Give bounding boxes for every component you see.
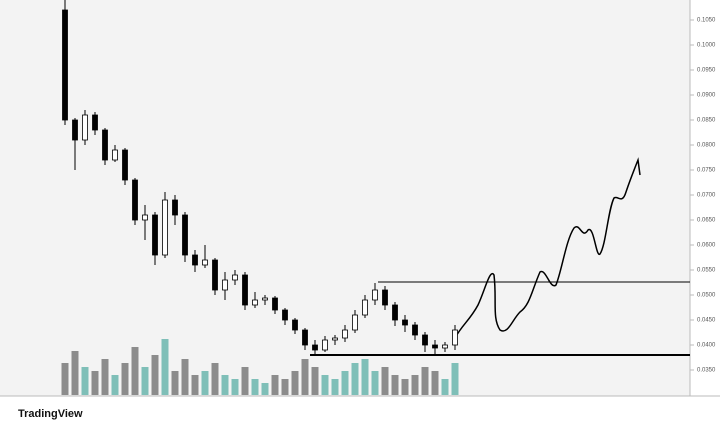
candle-body xyxy=(392,304,398,321)
candle-body xyxy=(332,337,338,341)
candle-body xyxy=(402,319,408,326)
candle-body xyxy=(422,334,428,346)
y-tick-label: 0.0900 xyxy=(697,93,716,99)
candle-body xyxy=(142,214,148,221)
forecast-drawing xyxy=(454,157,641,339)
candle-body xyxy=(202,259,208,266)
candle-body xyxy=(452,329,458,346)
y-tick-label: 0.0550 xyxy=(697,268,716,274)
candle-body xyxy=(232,274,238,281)
y-tick-label: 0.0450 xyxy=(697,318,716,324)
candle-body xyxy=(382,289,388,306)
volume-bar xyxy=(231,379,239,395)
candle-body xyxy=(372,289,378,301)
volume-bar xyxy=(401,379,409,395)
candle-body xyxy=(62,9,68,121)
volume-bar xyxy=(291,371,299,395)
candle-body xyxy=(322,339,328,351)
volume-bar xyxy=(81,367,89,395)
candle-body xyxy=(272,297,278,311)
volume-bar xyxy=(131,347,139,395)
volume-bar xyxy=(361,359,369,395)
volume-bar xyxy=(251,379,259,395)
volume-bar xyxy=(171,371,179,395)
volume-bar xyxy=(431,371,439,395)
candle-body xyxy=(312,344,318,351)
volume-bar xyxy=(311,367,319,395)
volume-bar xyxy=(71,351,79,395)
volume-bar xyxy=(111,375,119,395)
candle-body xyxy=(222,279,228,291)
volume-bar xyxy=(441,379,449,395)
candle-body xyxy=(282,309,288,321)
volume-bar xyxy=(411,375,419,395)
volume-bar xyxy=(61,363,69,395)
volume-bar xyxy=(301,359,309,395)
candle-body xyxy=(122,149,128,181)
volume-bar xyxy=(271,375,279,395)
volume-bar xyxy=(121,363,129,395)
y-tick-label: 0.1050 xyxy=(697,18,716,24)
candle-body xyxy=(262,297,268,301)
volume-bar xyxy=(151,355,159,395)
candle-body xyxy=(412,324,418,336)
candle-body xyxy=(352,314,358,331)
volume-bar xyxy=(141,367,149,395)
y-tick-label: 0.0600 xyxy=(697,243,716,249)
candle-body xyxy=(362,299,368,316)
y-tick-label: 0.0700 xyxy=(697,193,716,199)
volume-bar xyxy=(201,371,209,395)
volume-bar xyxy=(101,359,109,395)
volume-bar xyxy=(221,375,229,395)
candle-body xyxy=(302,329,308,346)
candle-body xyxy=(242,274,248,306)
y-tick-label: 0.0800 xyxy=(697,143,716,149)
candle-body xyxy=(92,114,98,131)
candle-body xyxy=(82,114,88,141)
candle-body xyxy=(442,344,448,349)
candle-body xyxy=(72,119,78,141)
volume-bar xyxy=(371,371,379,395)
volume-bar xyxy=(241,367,249,395)
volume-bar xyxy=(211,363,219,395)
y-tick-label: 0.1000 xyxy=(697,43,716,49)
candle-body xyxy=(152,214,158,256)
volume-bar xyxy=(181,359,189,395)
candle-body xyxy=(162,199,168,256)
volume-bar xyxy=(351,363,359,395)
candle-body xyxy=(192,254,198,266)
volume-bar xyxy=(161,339,169,395)
y-tick-label: 0.0650 xyxy=(697,218,716,224)
volume-bar xyxy=(451,363,459,395)
volume-bar xyxy=(381,367,389,395)
candle-body xyxy=(342,329,348,339)
candle-body xyxy=(182,214,188,256)
candle-body xyxy=(112,149,118,161)
volume-bar xyxy=(91,371,99,395)
candle-body xyxy=(432,344,438,349)
candle-body xyxy=(212,259,218,291)
volume-bar xyxy=(391,375,399,395)
y-tick-label: 0.0400 xyxy=(697,343,716,349)
brand: TradingView xyxy=(18,408,83,420)
candle-body xyxy=(292,319,298,331)
volume-bar xyxy=(421,367,429,395)
candle-body xyxy=(132,179,138,221)
y-tick-label: 0.0500 xyxy=(697,293,716,299)
volume-bar xyxy=(321,375,329,395)
volume-bar xyxy=(191,375,199,395)
candle-body xyxy=(102,129,108,161)
y-tick-label: 0.0950 xyxy=(697,68,716,74)
volume-bar xyxy=(331,379,339,395)
volume-bar xyxy=(261,383,269,395)
y-tick-label: 0.0750 xyxy=(697,168,716,174)
y-tick-label: 0.0350 xyxy=(697,368,716,374)
volume-bar xyxy=(341,371,349,395)
candle-body xyxy=(172,199,178,216)
candle-body xyxy=(252,299,258,306)
y-tick-label: 0.0850 xyxy=(697,118,716,124)
volume-bar xyxy=(281,379,289,395)
